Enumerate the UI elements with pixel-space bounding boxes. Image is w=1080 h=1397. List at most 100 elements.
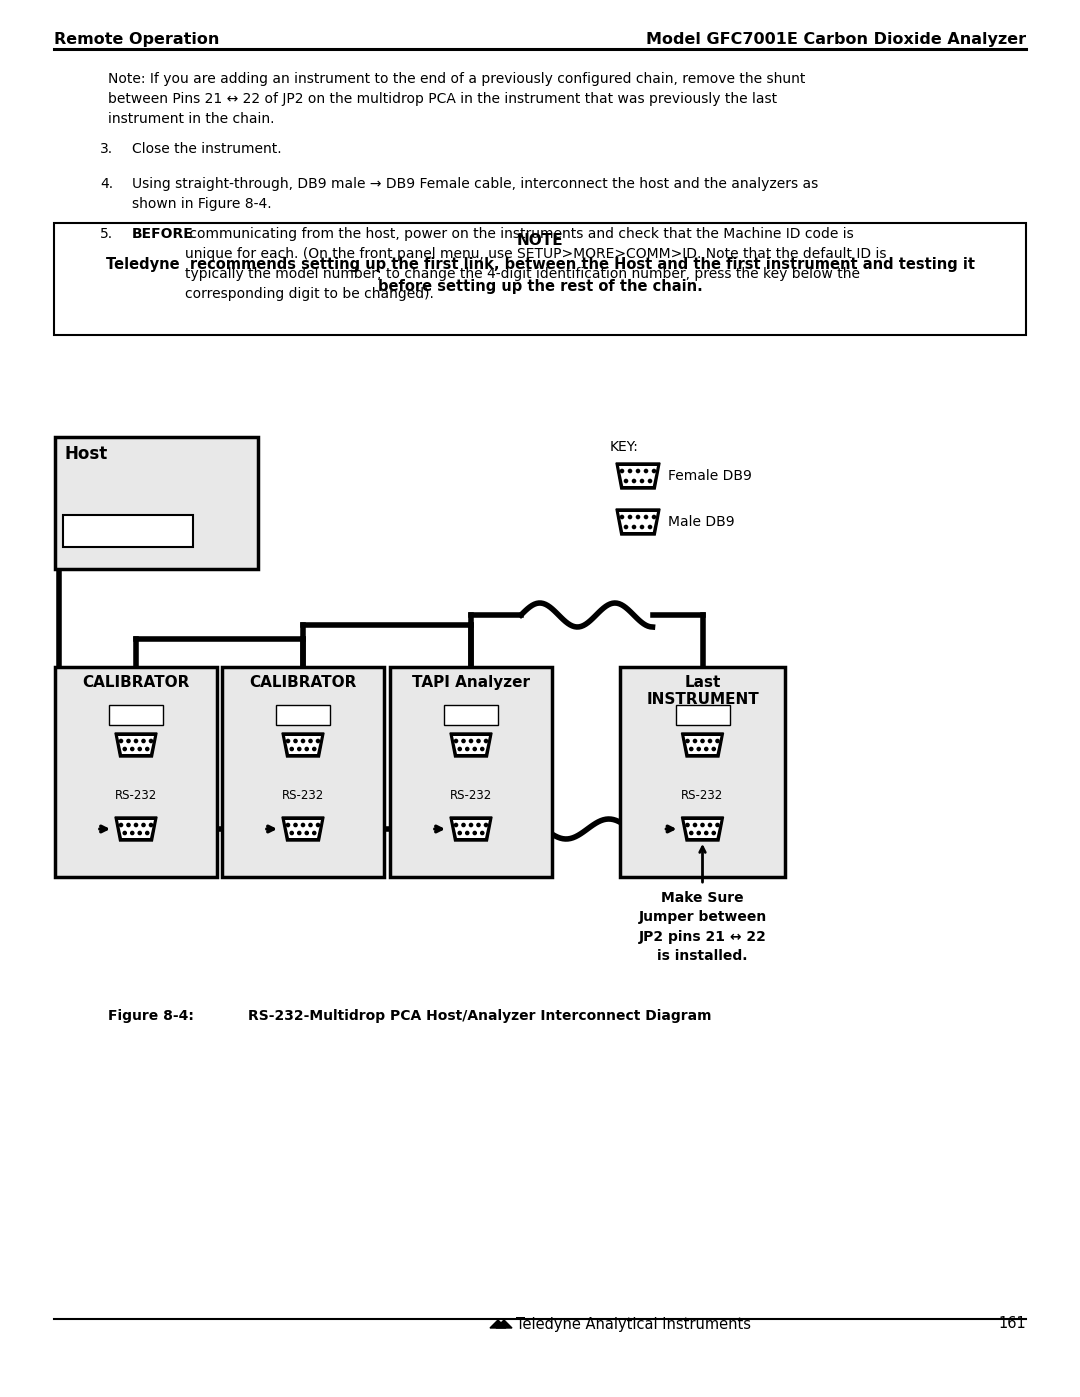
FancyBboxPatch shape [675, 705, 729, 725]
Circle shape [146, 747, 149, 750]
Text: RS-232-Multidrop PCA Host/Analyzer Interconnect Diagram: RS-232-Multidrop PCA Host/Analyzer Inter… [248, 1009, 712, 1023]
Circle shape [455, 739, 458, 743]
Polygon shape [450, 733, 492, 757]
Polygon shape [681, 817, 724, 841]
Circle shape [127, 823, 130, 827]
Circle shape [473, 747, 476, 750]
Circle shape [693, 823, 697, 827]
Text: RS-232: RS-232 [450, 789, 492, 802]
Polygon shape [685, 820, 720, 838]
Circle shape [138, 747, 141, 750]
FancyBboxPatch shape [55, 666, 217, 877]
Polygon shape [619, 511, 657, 532]
Circle shape [636, 515, 639, 518]
Circle shape [134, 739, 137, 743]
Circle shape [473, 831, 476, 834]
Circle shape [294, 823, 297, 827]
Text: Host: Host [65, 446, 108, 462]
Circle shape [301, 739, 305, 743]
Circle shape [127, 739, 130, 743]
Text: COM2: COM2 [285, 708, 321, 721]
FancyBboxPatch shape [55, 437, 258, 569]
Polygon shape [453, 820, 489, 838]
Circle shape [712, 747, 715, 750]
Circle shape [301, 823, 305, 827]
Circle shape [481, 831, 484, 834]
FancyBboxPatch shape [390, 666, 552, 877]
Polygon shape [450, 817, 492, 841]
Polygon shape [490, 1320, 507, 1329]
Circle shape [629, 515, 632, 518]
Circle shape [640, 525, 644, 528]
FancyBboxPatch shape [54, 224, 1026, 335]
Text: Close the instrument.: Close the instrument. [132, 142, 282, 156]
Circle shape [298, 747, 301, 750]
Polygon shape [453, 736, 489, 754]
Circle shape [120, 823, 123, 827]
Polygon shape [118, 736, 154, 754]
Text: COM2: COM2 [454, 708, 488, 721]
Circle shape [134, 823, 137, 827]
Circle shape [462, 739, 465, 743]
Text: Model GFC7001E Carbon Dioxide Analyzer: Model GFC7001E Carbon Dioxide Analyzer [646, 32, 1026, 47]
Text: BEFORE: BEFORE [132, 226, 193, 242]
Polygon shape [681, 733, 724, 757]
Text: Remote Operation: Remote Operation [54, 32, 219, 47]
Text: Note: If you are adding an instrument to the end of a previously configured chai: Note: If you are adding an instrument to… [108, 73, 806, 126]
Polygon shape [285, 736, 321, 754]
Circle shape [458, 747, 461, 750]
Circle shape [640, 479, 644, 482]
Circle shape [309, 739, 312, 743]
Text: Male DB9: Male DB9 [669, 515, 734, 529]
Circle shape [465, 831, 469, 834]
Circle shape [690, 747, 693, 750]
Circle shape [693, 739, 697, 743]
Text: Make Sure
Jumper between
JP2 pins 21 ↔ 22
is installed.: Make Sure Jumper between JP2 pins 21 ↔ 2… [638, 891, 767, 964]
Circle shape [481, 747, 484, 750]
Polygon shape [616, 462, 660, 489]
Circle shape [648, 525, 651, 528]
Circle shape [698, 831, 700, 834]
Circle shape [312, 831, 315, 834]
Circle shape [698, 747, 700, 750]
Circle shape [620, 469, 623, 472]
Polygon shape [496, 1320, 512, 1329]
Text: 3.: 3. [100, 142, 113, 156]
Circle shape [298, 831, 301, 834]
Polygon shape [619, 467, 657, 486]
Text: Teledyne  recommends setting up the first link, between the Host and the first i: Teledyne recommends setting up the first… [106, 257, 974, 295]
Text: Last
INSTRUMENT: Last INSTRUMENT [646, 675, 759, 707]
Circle shape [645, 469, 648, 472]
Circle shape [701, 739, 704, 743]
FancyBboxPatch shape [109, 705, 163, 725]
Circle shape [306, 831, 309, 834]
Circle shape [620, 515, 623, 518]
Text: communicating from the host, power on the instruments and check that the Machine: communicating from the host, power on th… [185, 226, 887, 302]
Circle shape [690, 831, 693, 834]
Circle shape [477, 739, 481, 743]
Circle shape [470, 823, 473, 827]
Circle shape [686, 823, 689, 827]
Circle shape [708, 739, 712, 743]
Text: COM2: COM2 [685, 708, 720, 721]
Text: RS-232: RS-232 [681, 789, 724, 802]
Circle shape [458, 831, 461, 834]
Circle shape [470, 739, 473, 743]
Text: 161: 161 [998, 1316, 1026, 1331]
Text: RS-232: RS-232 [282, 789, 324, 802]
Text: KEY:: KEY: [610, 440, 639, 454]
Text: CALIBRATOR: CALIBRATOR [82, 675, 190, 690]
Circle shape [648, 479, 651, 482]
Circle shape [123, 831, 126, 834]
Circle shape [633, 479, 636, 482]
Circle shape [477, 823, 481, 827]
FancyBboxPatch shape [222, 666, 384, 877]
FancyBboxPatch shape [620, 666, 785, 877]
Polygon shape [114, 817, 157, 841]
Circle shape [291, 831, 294, 834]
Circle shape [291, 747, 294, 750]
Text: RS-232 port: RS-232 port [69, 524, 148, 538]
Circle shape [123, 747, 126, 750]
Text: COM2: COM2 [119, 708, 153, 721]
Circle shape [652, 515, 656, 518]
